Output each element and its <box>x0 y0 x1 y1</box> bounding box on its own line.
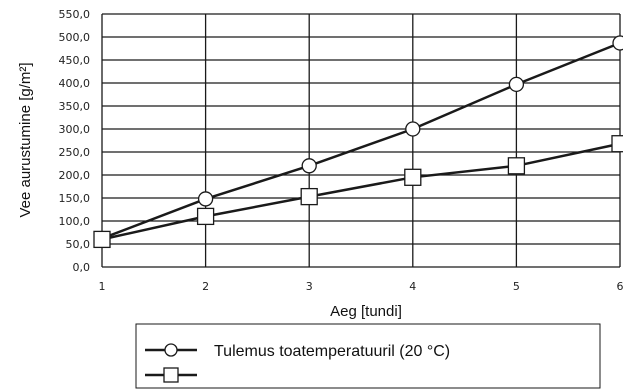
y-tick-label: 250,0 <box>59 146 91 159</box>
series-1-point <box>301 158 317 174</box>
grid <box>101 13 621 268</box>
legend: Tulemus toatemperatuuril (20 °C) <box>135 323 601 389</box>
series-1-point <box>508 76 525 93</box>
y-tick-label: 300,0 <box>59 123 91 136</box>
y-tick-label: 200,0 <box>59 169 91 182</box>
x-tick-label: 3 <box>306 280 313 293</box>
y-tick-labels: 0,0 50,0 100,0 150,0 200,0 250,0 300,0 350,0 400… <box>59 8 91 274</box>
series-2-point <box>196 207 215 226</box>
y-tick-label: 550,0 <box>59 8 91 21</box>
legend-marker-series-2 <box>163 367 179 383</box>
y-tick-label: 400,0 <box>59 77 91 90</box>
y-tick-label: 50,0 <box>66 238 91 251</box>
x-tick-label: 4 <box>409 280 416 293</box>
y-tick-label: 500,0 <box>59 31 91 44</box>
series-1-line <box>101 41 621 240</box>
legend-markers <box>145 343 197 383</box>
x-tick-label: 1 <box>99 280 106 293</box>
x-axis-label: Aeg [tundi] <box>330 303 402 320</box>
series-1-point <box>612 35 623 51</box>
x-tick-label: 2 <box>202 280 209 293</box>
y-tick-label: 450,0 <box>59 54 91 67</box>
series-layer <box>93 35 623 249</box>
legend-label-series-1: Tulemus toatemperatuuril (20 °C) <box>214 343 450 360</box>
series-2-point <box>93 230 111 249</box>
series-2-line <box>101 142 621 241</box>
legend-marker-series-1 <box>164 343 178 357</box>
series-2-point <box>611 135 623 153</box>
series-2-point <box>404 168 422 186</box>
series-2-point <box>300 187 318 206</box>
series-2-point <box>507 157 526 175</box>
series-1-point <box>197 191 214 207</box>
y-tick-label: 0,0 <box>73 261 91 274</box>
x-tick-label: 5 <box>513 280 520 293</box>
series-1-point <box>405 121 421 137</box>
y-tick-label: 150,0 <box>59 192 91 205</box>
y-axis-label: Vee aurustumine [g/m²] <box>17 62 34 217</box>
y-tick-label: 350,0 <box>59 100 91 113</box>
y-tick-label: 100,0 <box>59 215 91 228</box>
legend-box <box>135 323 601 389</box>
x-tick-label: 6 <box>617 280 623 293</box>
x-tick-labels: 1 2 3 4 5 6 <box>99 280 623 293</box>
